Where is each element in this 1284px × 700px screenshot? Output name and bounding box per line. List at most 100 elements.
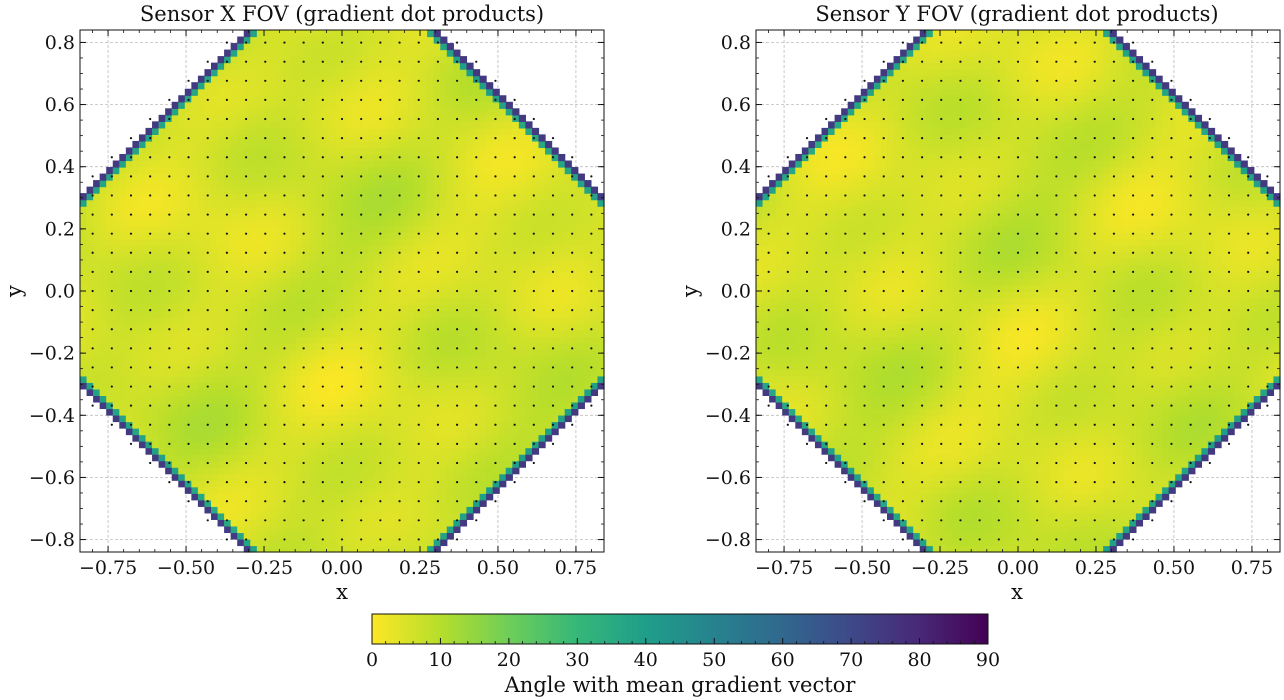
- field-cell: [243, 36, 251, 44]
- field-cell: [564, 343, 572, 351]
- field-cell: [407, 395, 415, 403]
- field-cell: [518, 219, 526, 227]
- field-cell: [328, 180, 337, 188]
- field-cell: [263, 512, 271, 520]
- field-cell: [315, 336, 323, 344]
- field-cell: [394, 43, 402, 51]
- field-cell: [387, 304, 395, 312]
- field-cell: [315, 447, 323, 455]
- field-cell: [112, 369, 120, 377]
- field-cell: [348, 199, 356, 207]
- field-cell: [407, 291, 415, 299]
- field-cell: [459, 225, 468, 233]
- field-cell: [309, 186, 317, 194]
- field-cell: [283, 62, 291, 70]
- field-cell: [178, 304, 186, 312]
- field-cell: [473, 186, 481, 194]
- field-cell: [184, 460, 192, 468]
- field-cell: [381, 414, 389, 423]
- field-cell: [132, 304, 140, 312]
- field-cell: [322, 114, 330, 122]
- field-cell: [224, 186, 232, 194]
- field-cell: [263, 493, 271, 501]
- field-cell: [479, 388, 487, 396]
- field-cell: [106, 232, 114, 240]
- field-cell: [368, 271, 376, 279]
- field-cell: [427, 447, 435, 455]
- field-cell: [473, 336, 481, 344]
- field-cell: [381, 369, 389, 377]
- field-cell: [296, 362, 304, 370]
- field-cell: [400, 447, 409, 455]
- field-cell: [394, 447, 402, 455]
- field-cell: [440, 238, 448, 246]
- field-cell: [211, 401, 219, 410]
- field-cell: [197, 173, 206, 181]
- field-cell: [361, 114, 369, 122]
- field-cell: [335, 36, 343, 44]
- field-cell: [171, 467, 179, 475]
- field-cell: [368, 62, 376, 70]
- field-cell: [486, 421, 494, 429]
- field-cell: [99, 343, 107, 351]
- field-cell: [256, 251, 264, 259]
- field-cell: [361, 219, 369, 227]
- field-cell: [348, 382, 356, 390]
- field-cell: [138, 369, 147, 377]
- field-cell: [302, 493, 310, 501]
- field-cell: [342, 140, 350, 149]
- field-cell: [237, 330, 245, 338]
- field-cell: [374, 356, 382, 364]
- field-cell: [112, 271, 120, 279]
- field-cell: [119, 395, 127, 403]
- field-cell: [499, 408, 507, 416]
- field-cell: [99, 356, 107, 364]
- field-cell: [263, 193, 271, 201]
- field-cell: [361, 160, 369, 168]
- field-cell: [263, 395, 271, 403]
- field-cell: [446, 127, 454, 135]
- field-cell: [355, 447, 363, 455]
- field-cell: [414, 454, 422, 462]
- field-cell: [289, 134, 297, 142]
- field-cell: [368, 525, 376, 534]
- field-cell: [473, 199, 481, 207]
- field-cell: [224, 525, 232, 534]
- field-cell: [433, 43, 441, 51]
- field-cell: [191, 238, 199, 246]
- field-cell: [243, 238, 251, 246]
- field-cell: [119, 193, 127, 201]
- field-cell: [191, 180, 199, 188]
- field-cell: [145, 291, 153, 299]
- field-cell: [387, 323, 395, 331]
- field-cell: [420, 56, 428, 64]
- field-cell: [479, 395, 487, 403]
- field-cell: [256, 134, 264, 142]
- field-cell: [525, 180, 533, 188]
- field-cell: [256, 127, 264, 135]
- field-cell: [112, 186, 120, 194]
- field-cell: [296, 36, 304, 44]
- field-cell: [269, 199, 278, 207]
- field-cell: [112, 251, 120, 259]
- field-cell: [414, 82, 422, 90]
- field-cell: [132, 167, 140, 175]
- field-cell: [342, 147, 350, 155]
- field-cell: [387, 336, 395, 344]
- field-cell: [309, 512, 317, 520]
- sensor-x-title: Sensor X FOV (gradient dot products): [140, 2, 544, 26]
- field-cell: [407, 167, 415, 175]
- field-cell: [204, 304, 212, 312]
- field-cell: [191, 251, 199, 259]
- field-cell: [296, 82, 304, 90]
- field-cell: [348, 408, 356, 416]
- field-cell: [479, 88, 487, 96]
- field-cell: [283, 238, 291, 246]
- field-cell: [237, 414, 245, 423]
- field-cell: [119, 291, 127, 299]
- field-cell: [328, 147, 337, 155]
- field-cell: [492, 88, 500, 96]
- field-cell: [361, 49, 369, 57]
- field-cell: [125, 206, 133, 214]
- field-cell: [400, 408, 409, 416]
